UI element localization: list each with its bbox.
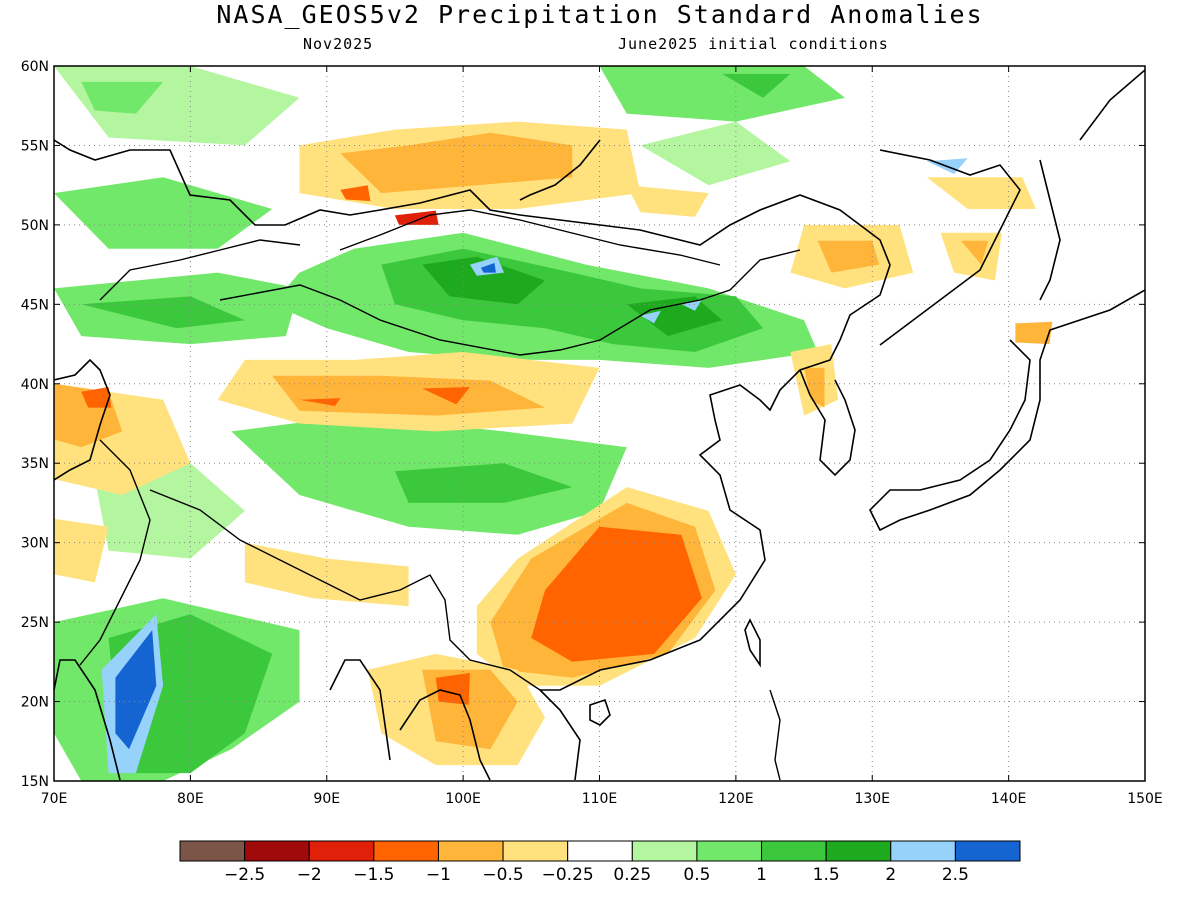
anomaly-region [299,398,341,406]
anomaly-shading [54,66,1053,781]
colorbar-swatch [567,840,633,862]
initial-conditions-label: June2025 initial conditions [618,35,889,53]
x-tick-label: 130E [854,791,890,807]
y-tick-label: 35N [21,456,49,472]
anomaly-region [115,630,157,750]
colorbar-label: −1 [426,865,451,885]
y-tick-label: 25N [21,615,49,631]
anomaly-region [244,542,409,607]
colorbar-swatch [179,840,246,862]
anomaly-region [54,66,300,146]
colorbar-swatch [954,840,1021,862]
anomaly-region [960,240,989,265]
anomaly-region [940,232,1002,281]
coastlines-and-borders [54,69,1145,781]
anomaly-region [531,526,702,662]
anomaly-region [681,299,702,311]
x-tick-label: 70E [41,791,68,807]
anomaly-region [81,387,112,408]
colorbar-label: 2 [885,865,896,885]
colorbar-label: 1.5 [813,865,840,885]
colorbar-label: −2 [297,865,322,885]
colorbar-swatch [761,840,827,862]
anomaly-region [804,367,825,408]
x-tick-label: 100E [445,791,481,807]
anomaly-region [1015,321,1053,345]
colorbar-label: −1.5 [353,865,394,885]
anomaly-region [599,66,845,122]
colorbar-label: −0.25 [542,865,594,885]
anomaly-region [340,132,573,194]
anomaly-region [394,210,439,225]
colorbar-swatch [437,840,504,862]
y-tick-label: 55N [21,138,49,154]
colorbar-swatch [373,840,439,862]
colorbar-swatch [890,840,956,862]
anomaly-region [626,185,709,217]
anomaly-region [54,177,273,249]
colorbar: −2.5 −2 −1.5 −1 −0.5 −0.25 0.25 0.5 1 1.5 2 2.5 [179,840,1021,885]
colorbar-label: −2.5 [224,865,265,885]
axis-ticks: 70E 80E 90E 100E 110E 120E 130E 140E 150E 60N 55N 5… [21,59,1163,807]
anomaly-region [640,121,791,186]
colorbar-label: 2.5 [942,865,969,885]
x-tick-label: 120E [718,791,754,807]
y-tick-label: 40N [21,377,49,393]
y-tick-label: 20N [21,695,49,711]
x-tick-label: 140E [991,791,1027,807]
anomaly-region [626,296,723,337]
anomaly-region [640,310,661,324]
colorbar-label: 0.5 [683,865,710,885]
anomaly-region [480,263,496,273]
y-tick-label: 45N [21,297,49,313]
valid-month-label: Nov2025 [303,35,374,53]
x-tick-label: 80E [177,791,204,807]
colorbar-swatch [308,840,375,862]
colorbar-label: 1 [756,865,767,885]
anomaly-region [817,240,880,273]
anomaly-region [722,73,791,98]
anomaly-region [54,518,109,583]
y-tick-label: 50N [21,218,49,234]
x-tick-label: 110E [582,791,618,807]
x-tick-label: 90E [313,791,340,807]
anomaly-region [422,387,470,405]
colorbar-label: 0.25 [613,865,651,885]
colorbar-swatch [825,840,892,862]
y-tick-label: 15N [21,774,49,790]
x-tick-label: 150E [1127,791,1163,807]
colorbar-swatch [631,840,698,862]
anomaly-region [435,673,470,705]
anomaly-region [340,185,371,202]
anomaly-region [926,177,1036,209]
anomaly-region [81,81,164,114]
anomaly-region [272,375,545,416]
colorbar-swatch [502,840,569,862]
chart-title: NASA_GEOS5v2 Precipitation Standard Anom… [216,0,984,29]
y-tick-label: 60N [21,59,49,75]
colorbar-swatch [696,840,763,862]
y-tick-label: 30N [21,536,49,552]
colorbar-label: −0.5 [482,865,523,885]
anomaly-region [394,463,573,503]
colorbar-swatch [244,840,310,862]
anomaly-region [422,256,545,305]
